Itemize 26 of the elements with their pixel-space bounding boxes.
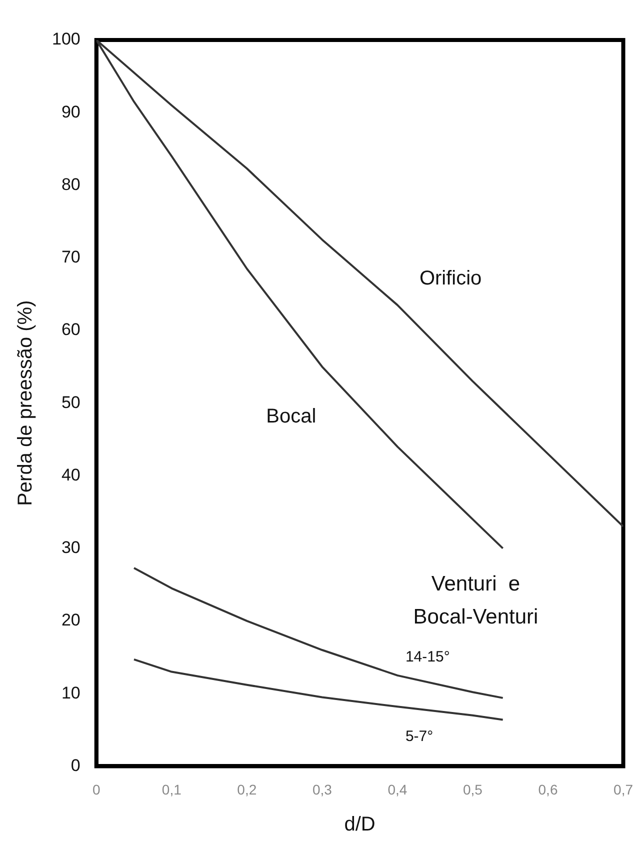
- y-tick-label: 0: [70, 756, 80, 775]
- x-tick-label: 0,5: [462, 781, 483, 798]
- series-label: Bocal: [266, 405, 316, 428]
- y-tick-label: 30: [61, 538, 80, 558]
- y-axis-title: Perda de preessão (%): [14, 300, 37, 506]
- x-tick-label: 0,6: [538, 781, 558, 798]
- x-tick-label: 0,2: [237, 781, 257, 798]
- y-tick-label: 90: [61, 102, 80, 122]
- x-tick-label: 0,3: [312, 781, 332, 798]
- y-tick-label: 10: [61, 683, 80, 702]
- series-label: 5-7°: [405, 728, 434, 745]
- y-tick-label: 20: [61, 610, 80, 630]
- x-axis-title: d/D: [344, 814, 376, 836]
- y-tick-label: 70: [61, 248, 80, 267]
- y-tick-label: 40: [61, 465, 80, 484]
- x-tick-label: 0: [92, 781, 100, 798]
- annotation: Venturi e Bocal-Venturi: [413, 572, 538, 628]
- y-tick-label: 80: [61, 174, 80, 194]
- series-label: 14-15°: [405, 648, 450, 666]
- y-tick-label: 50: [61, 392, 80, 412]
- y-tick-label: 60: [61, 320, 80, 340]
- series-label: Orificio: [419, 268, 482, 290]
- x-tick-label: 0,1: [162, 781, 182, 798]
- y-tick-label: 100: [52, 30, 80, 49]
- x-tick-label: 0,4: [388, 781, 408, 798]
- x-tick-label: 0,7: [614, 781, 634, 798]
